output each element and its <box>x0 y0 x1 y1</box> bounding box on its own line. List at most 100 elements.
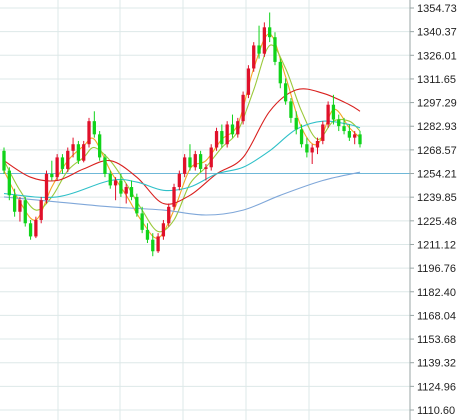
candle-body <box>283 83 288 102</box>
y-tick-label: 1211.12 <box>417 239 456 251</box>
candle <box>241 91 245 125</box>
candle <box>23 196 27 227</box>
y-tick-label: 1168.04 <box>417 310 456 322</box>
candle <box>60 154 65 174</box>
candle-body <box>204 167 208 169</box>
candle-body <box>18 200 22 212</box>
candle <box>188 144 192 171</box>
candle-body <box>342 126 346 132</box>
candle <box>18 196 22 222</box>
candle <box>209 144 213 171</box>
y-tick-label: 1182.40 <box>417 287 456 299</box>
y-tick-label: 1326.01 <box>417 50 457 62</box>
candle-body <box>289 101 293 118</box>
y-tick-label: 1153.68 <box>417 334 456 346</box>
candle <box>225 121 229 148</box>
y-tick-label: 1282.93 <box>417 121 457 133</box>
candle-body <box>39 200 43 220</box>
candle-body <box>347 131 352 138</box>
candle <box>358 131 362 148</box>
candle-body <box>156 236 160 252</box>
candle-body <box>230 124 235 135</box>
candle <box>246 65 251 99</box>
candle-body <box>7 170 11 196</box>
y-tick-label: 1354.73 <box>417 3 457 15</box>
y-tick-label: 1340.37 <box>417 27 457 39</box>
candle <box>76 140 81 164</box>
candle-body <box>278 61 282 84</box>
candle <box>119 173 123 197</box>
candle-body <box>76 144 81 161</box>
y-tick-label: 1311.65 <box>417 74 456 86</box>
candle-body <box>268 27 272 38</box>
candle-body <box>198 154 203 169</box>
candle <box>193 150 197 171</box>
moving-average-line-5 <box>3 171 361 216</box>
candle <box>177 170 181 191</box>
candle-body <box>294 117 298 130</box>
candle <box>183 154 187 178</box>
y-tick-label: 1225.48 <box>417 216 457 228</box>
candle <box>198 150 203 173</box>
candle <box>310 144 314 164</box>
y-tick-label: 1254.21 <box>417 169 457 181</box>
candle <box>204 163 208 181</box>
candle-body <box>82 144 86 161</box>
candle <box>44 170 49 204</box>
candle-body <box>193 154 197 168</box>
candle-body <box>299 129 304 145</box>
moving-average-lines <box>3 33 361 239</box>
candle-body <box>2 150 6 171</box>
candle-body <box>50 173 54 178</box>
candles <box>2 12 362 257</box>
candle <box>135 193 139 217</box>
candle-body <box>273 37 277 62</box>
candle-body <box>172 187 176 207</box>
candle-body <box>145 229 150 240</box>
candle-body <box>135 196 139 214</box>
moving-average-line-3 <box>3 88 361 205</box>
candle-body <box>257 45 261 54</box>
candle-body <box>220 131 224 145</box>
candle <box>140 206 144 234</box>
candle-body <box>28 223 33 237</box>
candle <box>50 160 54 181</box>
candle <box>321 121 325 145</box>
y-axis: 1354.73 1340.37 1326.01 1311.65 1297.29 1282.… <box>409 0 457 420</box>
candle-body <box>177 173 181 188</box>
candle <box>273 32 277 66</box>
candle <box>252 42 256 72</box>
candle <box>2 147 6 174</box>
candle <box>278 58 282 89</box>
candle <box>66 147 70 173</box>
candle <box>172 183 176 211</box>
y-tick-label: 1196.76 <box>417 263 456 275</box>
candle-body <box>241 94 245 122</box>
candle <box>294 111 298 135</box>
candle-body <box>23 200 27 224</box>
candle-body <box>305 144 309 153</box>
moving-average-line-2 <box>3 44 361 233</box>
candle-body <box>310 147 314 153</box>
candle <box>268 12 272 43</box>
candle-body <box>92 121 96 135</box>
candle-body <box>358 134 362 145</box>
candle <box>103 154 107 178</box>
candle <box>214 127 219 151</box>
candle-body <box>119 180 123 194</box>
candle-body <box>315 140 320 148</box>
candle-body <box>97 134 102 158</box>
candle-body <box>225 124 229 145</box>
candle-body <box>103 157 107 174</box>
y-tick-label: 1239.85 <box>417 192 457 204</box>
candle-body <box>60 157 65 169</box>
candle <box>92 111 96 138</box>
candle <box>299 124 304 148</box>
candle-body <box>252 45 256 69</box>
candle-body <box>66 150 70 169</box>
candle <box>97 131 102 161</box>
candle-body <box>113 180 118 186</box>
candle <box>55 154 59 181</box>
